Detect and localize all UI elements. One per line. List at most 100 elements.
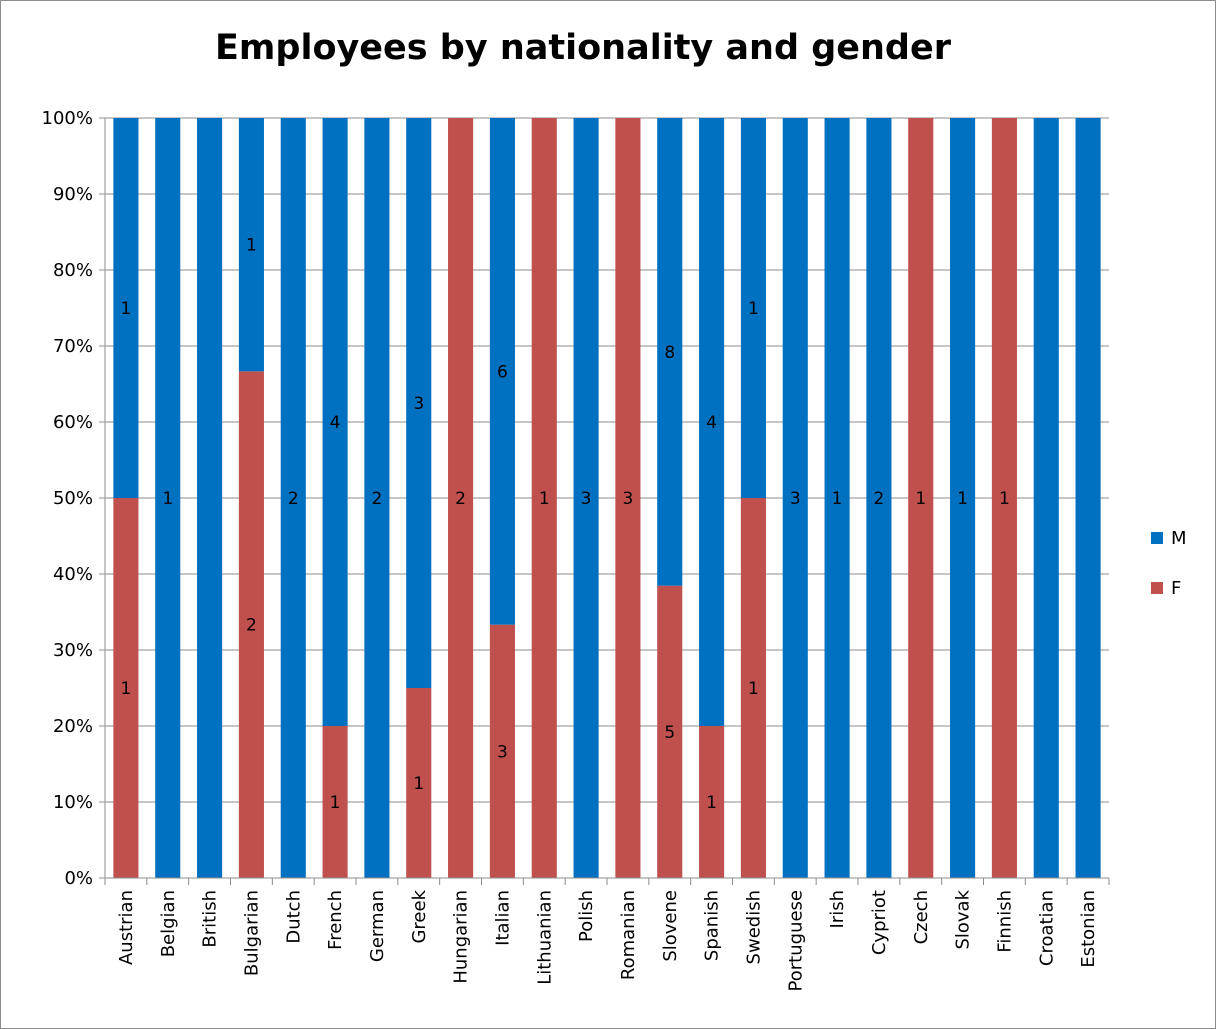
y-tick-label: 40%: [53, 564, 93, 585]
data-label: 2: [246, 616, 257, 636]
x-tick-label: Belgian: [158, 890, 179, 957]
bar-f-italian: [489, 624, 515, 878]
bar-m-bulgarian: [238, 118, 264, 372]
data-label: 6: [497, 362, 508, 382]
x-tick-label: Croatian: [1036, 890, 1057, 966]
y-axis-ticks: 0% 10% 20% 30% 40% 50% 60% 70% 80% 90% 100%: [42, 108, 93, 889]
x-tick-label: Lithuanian: [534, 890, 555, 985]
y-tick-label: 20%: [53, 716, 93, 737]
bar-m-polish: [573, 118, 599, 878]
x-tick-label: Cypriot: [869, 890, 890, 955]
bar-f-austrian: [113, 498, 139, 878]
x-tick-label: French: [325, 890, 346, 950]
x-tick-label: Bulgarian: [241, 890, 262, 976]
data-label: 1: [121, 679, 132, 699]
data-label: 1: [121, 299, 132, 319]
bar-m-italian: [489, 118, 515, 625]
bar-f-lithuanian: [531, 118, 557, 878]
x-tick-label: Polish: [576, 890, 597, 942]
data-label: 3: [623, 489, 634, 509]
bar-m-slovene: [657, 118, 683, 586]
x-tick-label: Swedish: [743, 890, 764, 964]
bar-f-romanian: [615, 118, 641, 878]
bar-m-german: [364, 118, 390, 878]
data-label: 1: [999, 489, 1010, 509]
bar-f-slovene: [657, 585, 683, 878]
x-tick-label: Slovene: [660, 890, 681, 962]
x-tick-label: Spanish: [702, 890, 723, 961]
data-label: 1: [832, 489, 843, 509]
bar-f-swedish: [740, 498, 766, 878]
bar-m-dutch: [280, 118, 306, 878]
y-tick-label: 60%: [53, 412, 93, 433]
x-tick-label: Finnish: [994, 890, 1015, 953]
legend-label-f: F: [1171, 578, 1181, 599]
y-tick-label: 0%: [64, 868, 93, 889]
y-tick-label: 10%: [53, 792, 93, 813]
x-tick-label: Austrian: [116, 890, 137, 965]
data-label: 4: [330, 413, 341, 433]
data-label: 1: [915, 489, 926, 509]
bar-f-bulgarian: [238, 371, 264, 878]
bar-f-french: [322, 726, 348, 878]
bar-m-slovak: [950, 118, 976, 878]
chart-title: Employees by nationality and gender: [215, 28, 952, 68]
data-label: 4: [706, 413, 717, 433]
legend-swatch-m: [1151, 532, 1163, 544]
bar-f-finnish: [991, 118, 1017, 878]
x-tick-label: Estonian: [1078, 890, 1099, 968]
data-label: 5: [664, 723, 675, 743]
bar-f-hungarian: [448, 118, 474, 878]
data-label: 3: [497, 742, 508, 762]
data-label: 1: [748, 679, 759, 699]
x-tick-label: Romanian: [618, 890, 639, 980]
x-tick-label: Hungarian: [451, 890, 472, 984]
gridlines: [105, 117, 1109, 803]
data-label: 1: [162, 489, 173, 509]
data-label: 1: [706, 793, 717, 813]
bar-f-czech: [908, 118, 934, 878]
bar-m-belgian: [155, 118, 181, 878]
x-tick-label: Dutch: [283, 890, 304, 944]
bar-m-irish: [824, 118, 850, 878]
x-tick-label: Portuguese: [785, 890, 806, 991]
bar-f-spanish: [699, 726, 725, 878]
x-tick-label: German: [367, 890, 388, 962]
data-label: 2: [372, 489, 383, 509]
bar-m-portuguese: [782, 118, 808, 878]
data-labels: 1 1 1 2 1 2 1 4 2 1 3 2 3 6 1 3 3 5 8 1 4 1 1 3 1 2 1 1 1: [121, 236, 1010, 813]
bar-m-croatian: [1033, 118, 1059, 878]
data-label: 3: [581, 489, 592, 509]
axes: [99, 117, 1110, 885]
data-label: 8: [664, 343, 675, 363]
y-tick-label: 30%: [53, 640, 93, 661]
x-tick-label: British: [200, 890, 221, 948]
x-tick-label: Italian: [492, 890, 513, 946]
data-label: 1: [413, 774, 424, 794]
bar-m-british: [197, 118, 223, 878]
bars: [113, 118, 1101, 878]
legend-swatch-f: [1151, 582, 1163, 594]
bar-m-estonian: [1075, 118, 1101, 878]
x-axis-ticks: Austrian Belgian British Bulgarian Dutch Fren…: [116, 889, 1099, 991]
data-label: 1: [957, 489, 968, 509]
bar-m-greek: [406, 118, 432, 688]
data-label: 1: [748, 299, 759, 319]
y-tick-label: 50%: [53, 488, 93, 509]
y-tick-label: 80%: [53, 260, 93, 281]
x-tick-label: Greek: [409, 889, 430, 943]
data-label: 1: [246, 236, 257, 256]
y-tick-label: 70%: [53, 336, 93, 357]
legend: MF: [1151, 528, 1187, 599]
bar-m-austrian: [113, 118, 139, 498]
data-label: 2: [874, 489, 885, 509]
bar-m-cypriot: [866, 118, 892, 878]
data-label: 2: [288, 489, 299, 509]
x-tick-label: Slovak: [953, 889, 974, 949]
bar-m-swedish: [740, 118, 766, 498]
bar-m-spanish: [699, 118, 725, 726]
data-label: 1: [539, 489, 550, 509]
bar-m-french: [322, 118, 348, 726]
data-label: 3: [790, 489, 801, 509]
